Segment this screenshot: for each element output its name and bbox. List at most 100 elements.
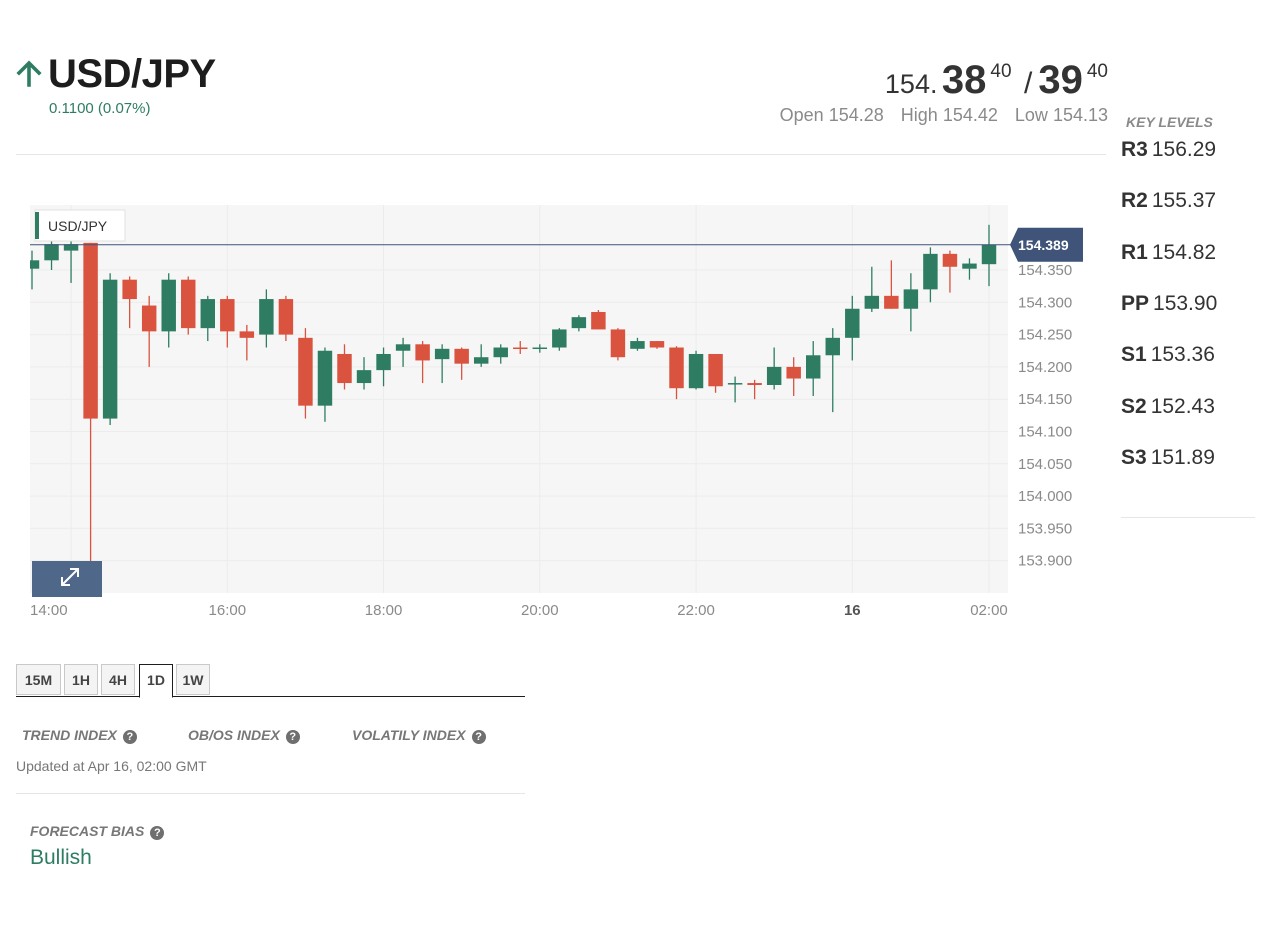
y-tick-label: 153.950: [1018, 520, 1072, 537]
candle-body: [30, 260, 40, 269]
candle-body: [825, 337, 840, 356]
bid-ask-price: 154. 38 40 /39 40: [885, 48, 1108, 113]
key-level-pp: PP 153.90: [1121, 292, 1217, 316]
high-label: High: [900, 105, 938, 125]
candle: [454, 347, 469, 380]
candle-body: [161, 279, 176, 332]
low-value: 154.13: [1052, 105, 1108, 125]
x-tick-label: 20:00: [521, 602, 559, 619]
expand-button[interactable]: [32, 561, 102, 597]
key-level-s2: S2 152.43: [1121, 395, 1215, 419]
price-change: 0.1100 (0.07%): [49, 100, 151, 117]
candle-body: [845, 308, 860, 338]
tab-1h[interactable]: 1H: [64, 664, 98, 695]
candle: [220, 295, 235, 348]
help-icon[interactable]: ?: [285, 730, 300, 744]
y-tick-label: 154.000: [1018, 488, 1072, 505]
key-levels-title: KEY LEVELS: [1126, 114, 1213, 130]
candle: [805, 341, 821, 396]
open-value: 154.28: [828, 105, 884, 125]
volatility-index-label: VOLATILY INDEX: [352, 727, 466, 743]
candle: [649, 341, 665, 349]
x-tick-label: 16: [844, 602, 861, 619]
candle: [532, 344, 548, 353]
price-chart[interactable]: 154.389 154.350154.300154.250154.200154.…: [0, 190, 1100, 630]
y-tick-label: 154.350: [1018, 262, 1072, 279]
price-label: 154.389: [1018, 237, 1069, 253]
forecast-bias-value: Bullish: [30, 846, 92, 869]
candle-body: [610, 329, 626, 358]
candle: [688, 350, 704, 390]
candle-body: [630, 341, 645, 349]
candle-body: [44, 244, 59, 261]
candle-body: [278, 299, 294, 335]
y-tick-label: 154.100: [1018, 424, 1072, 441]
candle: [962, 258, 977, 280]
candle: [161, 273, 176, 348]
candle: [630, 337, 645, 351]
candle: [747, 379, 762, 400]
bid-price: 38: [941, 58, 987, 102]
candle-body: [395, 344, 411, 351]
candle-body: [317, 350, 333, 406]
tab-1w[interactable]: 1W: [176, 664, 210, 695]
candle-body: [552, 329, 567, 348]
candle: [591, 310, 606, 330]
candle-body: [766, 366, 782, 385]
candle-body: [200, 299, 216, 329]
updated-timestamp: Updated at Apr 16, 02:00 GMT: [16, 758, 207, 774]
candle-body: [805, 355, 821, 379]
candle: [493, 344, 508, 364]
tab-1d[interactable]: 1D: [139, 664, 173, 698]
candle: [298, 328, 313, 419]
arrow-up-icon: [16, 60, 42, 87]
candle: [923, 247, 938, 303]
candle: [903, 273, 919, 332]
key-level-name: S2: [1121, 395, 1147, 418]
volatility-index: VOLATILY INDEX?: [352, 727, 486, 744]
help-icon[interactable]: ?: [122, 730, 137, 744]
help-icon[interactable]: ?: [150, 826, 165, 840]
key-level-value: 153.90: [1153, 292, 1218, 315]
candle-body: [298, 337, 313, 406]
price-integer: 154.: [884, 69, 938, 99]
candle: [83, 242, 98, 568]
key-level-name: R2: [1121, 189, 1148, 212]
candle-body: [747, 383, 762, 385]
candle: [708, 353, 723, 393]
candle-body: [981, 244, 997, 265]
candle-body: [591, 311, 606, 330]
price-label-box: [1010, 227, 1083, 262]
help-icon[interactable]: ?: [471, 730, 486, 744]
candle-body: [708, 353, 723, 387]
candle-body: [864, 295, 880, 309]
x-axis: 14:00 16:00 18:00 20:00 22:00 16 02:00: [30, 602, 1008, 619]
forecast-bias: FORECAST BIAS?: [30, 823, 165, 840]
indices-divider: [16, 793, 525, 794]
candle: [434, 344, 450, 384]
chart-grid: [30, 205, 1008, 593]
candle: [942, 250, 958, 293]
tab-4h[interactable]: 4H: [101, 664, 135, 695]
candle: [395, 337, 411, 367]
timeframe-tabs: 15M 1H 4H 1D 1W: [16, 664, 525, 698]
candle: [845, 295, 860, 361]
candle: [610, 328, 626, 361]
tab-15m[interactable]: 15M: [16, 664, 61, 695]
x-tick-label: 02:00: [970, 602, 1008, 619]
candle: [552, 328, 567, 351]
key-level-name: PP: [1121, 292, 1150, 315]
low-label: Low: [1014, 105, 1048, 125]
candle: [669, 346, 684, 400]
candle-body: [473, 357, 489, 364]
candle: [200, 295, 216, 342]
y-tick-label: 154.300: [1018, 294, 1072, 311]
key-level-r2: R2 155.37: [1121, 189, 1216, 213]
candle-body: [415, 344, 430, 361]
candle-body: [962, 263, 977, 269]
candle-body: [786, 366, 801, 379]
candle-body: [884, 295, 899, 309]
key-level-r3: R3 156.29: [1121, 138, 1216, 162]
trend-index: TREND INDEX?: [22, 727, 137, 744]
candle: [981, 224, 997, 287]
